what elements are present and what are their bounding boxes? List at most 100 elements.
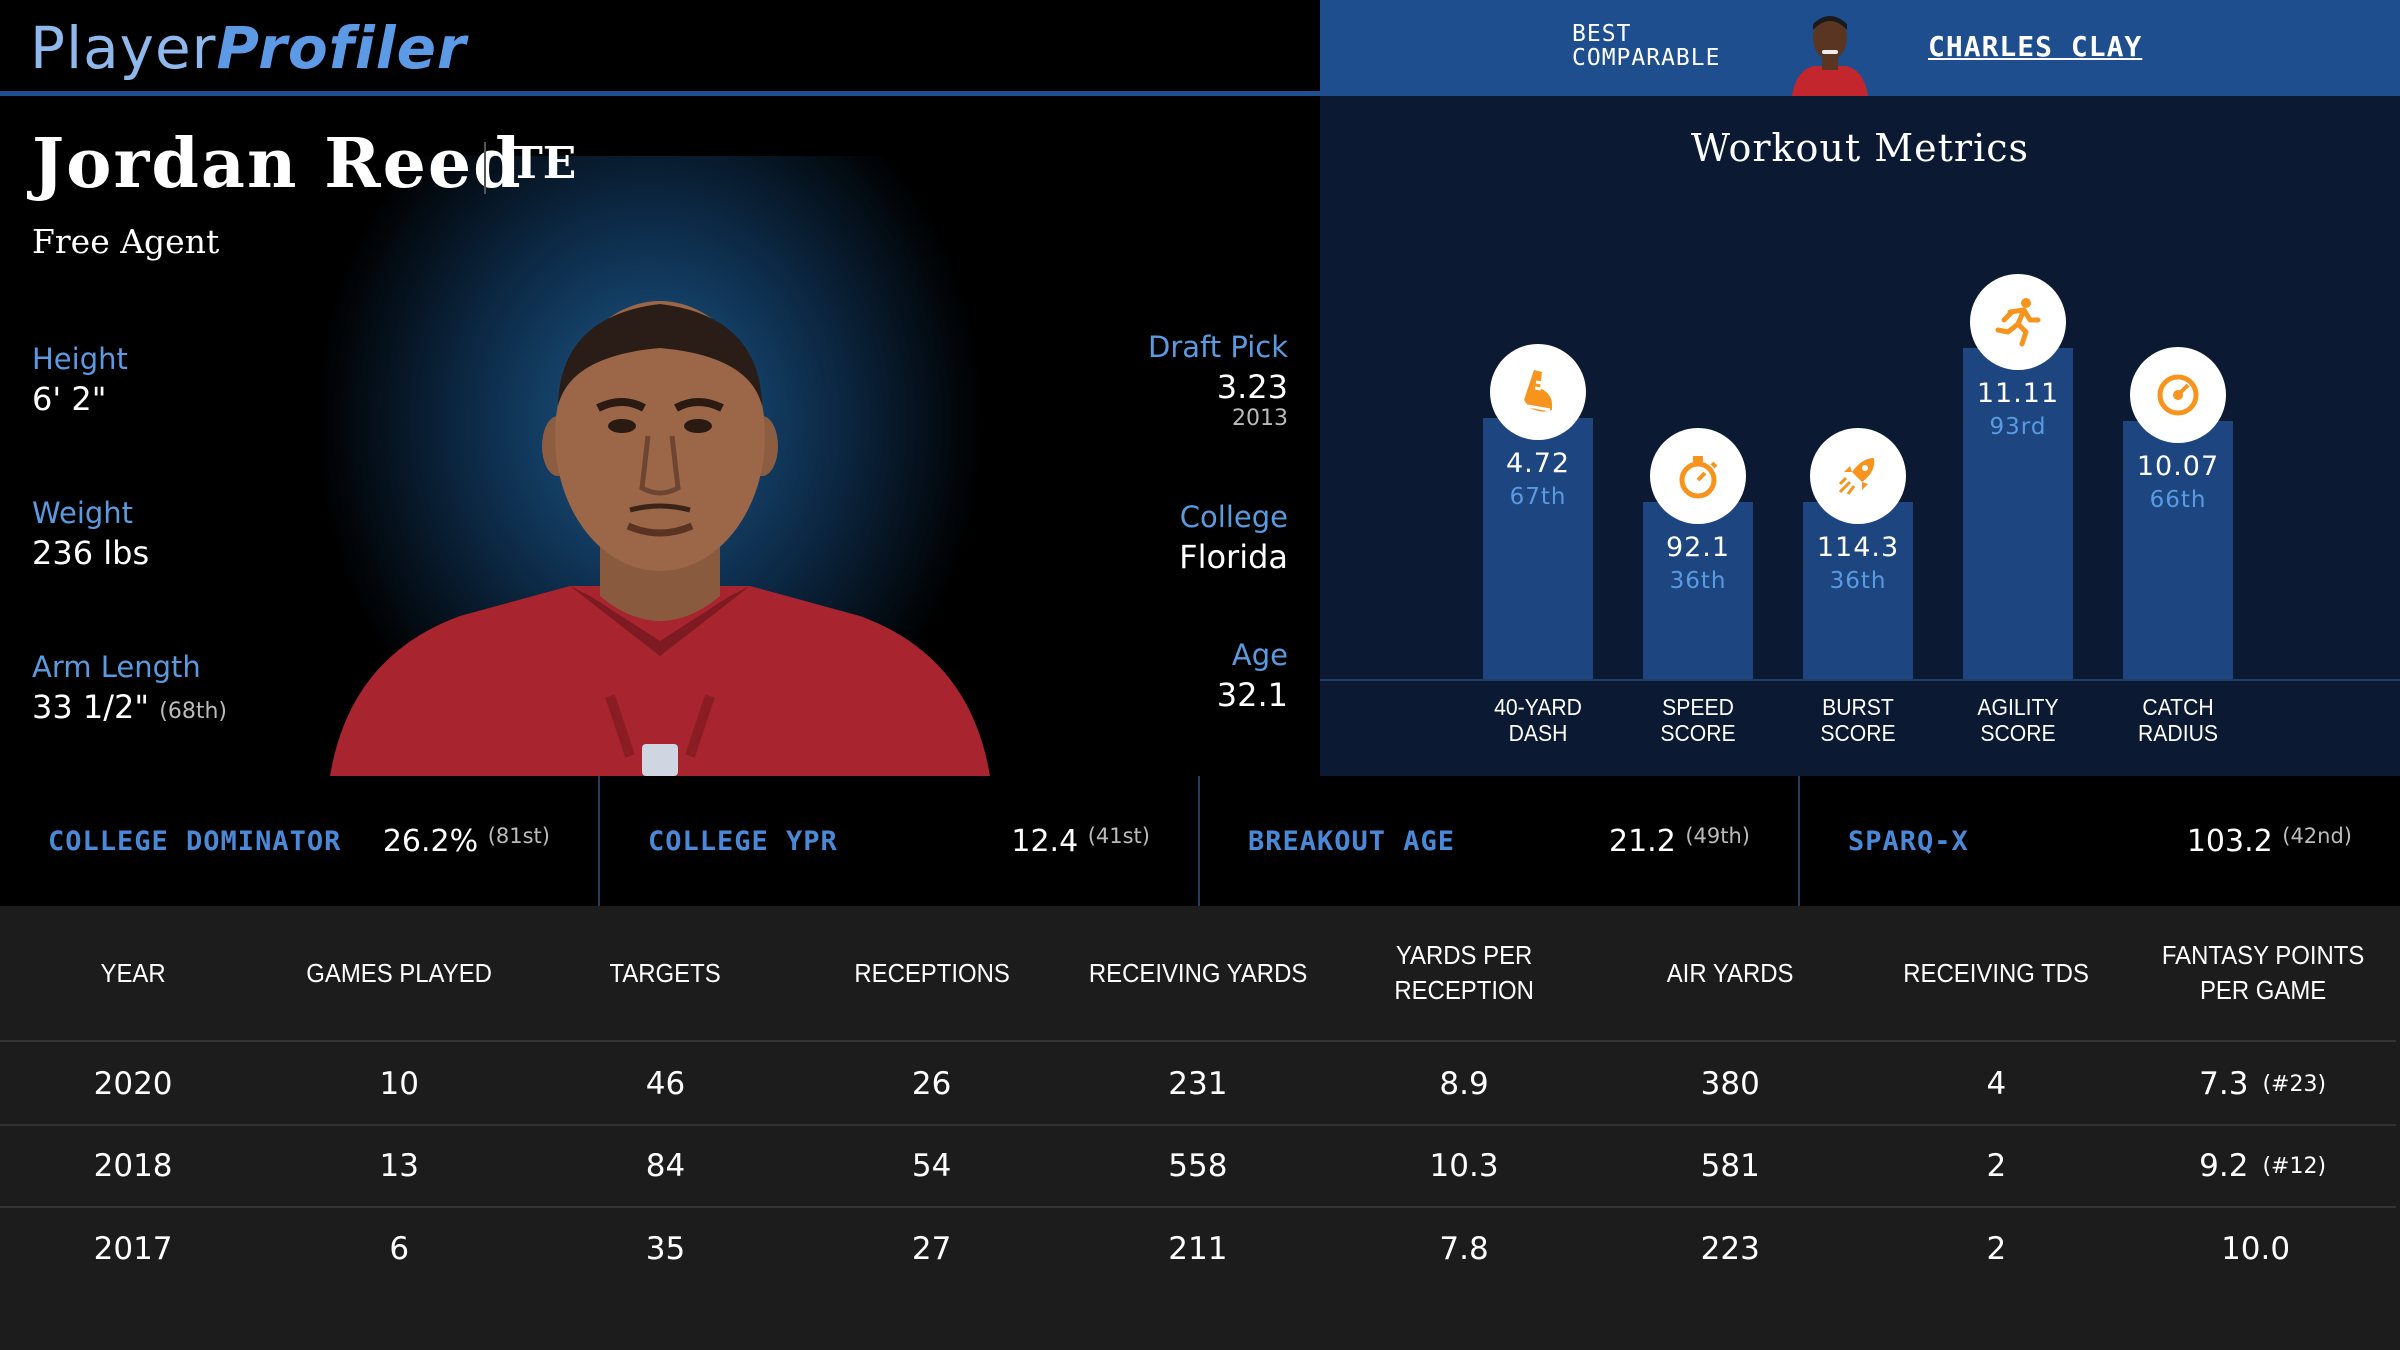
player-profile-panel: Jordan Reed TE Free Agent Height 6' 2" W… — [0, 96, 1320, 776]
cell-targets: 84 — [645, 1148, 686, 1184]
workout-value-burst-score: 114.3 — [1816, 531, 1900, 563]
workout-metrics-panel: Workout Metrics 4.72 92.1 114.3 11.11 10… — [1320, 96, 2400, 776]
draft-pick-value: 3.23 — [1216, 368, 1288, 406]
workout-label-catch-radius: CATCH RADIUS — [2138, 694, 2218, 746]
cell-year: 2018 — [93, 1148, 173, 1184]
table-row: 2020 10 46 26 231 8.9 380 4 7.3 (#23) — [0, 1044, 2396, 1126]
column-header-fantasy-points-per-game[interactable]: FANTASY POINTS PER GAME — [2161, 940, 2364, 1005]
header: PlayerProfiler BEST COMPARABLE CHARLES C… — [0, 0, 2400, 96]
workout-value-catch-radius: 10.07 — [2136, 450, 2220, 482]
height-value: 6' 2" — [32, 380, 107, 418]
metric-college-dominator: COLLEGE DOMINATOR 26.2% (81st) — [0, 776, 600, 906]
metric-percentile: (42nd) — [2282, 824, 2352, 848]
cell-receiving-yards: 211 — [1168, 1231, 1228, 1267]
cell-receiving-yards: 231 — [1168, 1066, 1228, 1102]
workout-value-40-yard-dash: 4.72 — [1505, 448, 1571, 480]
cell-yards-per-reception: 8.9 — [1439, 1066, 1489, 1102]
name-divider — [484, 142, 486, 194]
workout-percentile-agility-score: 93rd — [1989, 413, 2047, 440]
cell-games-played: 13 — [379, 1148, 419, 1184]
metric-value: 21.2 (49th) — [1609, 824, 1750, 859]
comparable-player-photo — [1784, 4, 1876, 96]
weight-label: Weight — [32, 496, 134, 530]
cell-air-yards: 223 — [1700, 1231, 1760, 1267]
season-stats-table: YEAR GAMES PLAYED TARGETS RECEPTIONS REC… — [0, 906, 2400, 1350]
metric-label: COLLEGE DOMINATOR — [48, 826, 342, 857]
column-header-year[interactable]: YEAR — [100, 957, 166, 988]
cell-yards-per-reception: 10.3 — [1429, 1148, 1499, 1184]
player-team: Free Agent — [32, 222, 220, 261]
metric-breakout-age: BREAKOUT AGE 21.2 (49th) — [1200, 776, 1800, 906]
draft-pick-stat: Draft Pick 3.23 2013 — [1148, 330, 1288, 431]
fantasy-rank: (#23) — [2262, 1071, 2327, 1097]
cell-games-played: 10 — [379, 1066, 419, 1102]
workout-bar-burst-score — [1803, 501, 1913, 679]
cell-air-yards: 581 — [1700, 1148, 1760, 1184]
table-row: 2018 13 84 54 558 10.3 581 2 9.2 (#12) — [0, 1126, 2396, 1208]
best-comparable-label-line2: COMPARABLE — [1572, 45, 1721, 71]
metric-value: 12.4 (41st) — [1011, 824, 1150, 859]
arm-length-label: Arm Length — [32, 650, 201, 684]
weight-value: 236 lbs — [32, 534, 150, 572]
metric-label: SPARQ-X — [1848, 826, 1969, 857]
cell-air-yards: 380 — [1700, 1066, 1760, 1102]
metric-percentile: (41st) — [1087, 824, 1150, 848]
player-photo — [330, 296, 990, 776]
age-stat: Age 32.1 — [1217, 638, 1288, 714]
workout-metrics-title: Workout Metrics — [1690, 126, 2030, 170]
workout-label-40-yard-dash: 40-YARD DASH — [1494, 694, 1582, 746]
cell-receiving-tds: 4 — [1986, 1066, 2007, 1102]
cell-receiving-tds: 2 — [1986, 1231, 2007, 1267]
best-comparable-label-line1: BEST — [1572, 21, 1632, 47]
height-stat: Height 6' 2" — [32, 342, 128, 418]
cell-receiving-tds: 2 — [1986, 1148, 2007, 1184]
shoe-icon — [1490, 344, 1586, 441]
column-header-receiving-yards[interactable]: RECEIVING YARDS — [1088, 957, 1308, 988]
player-position: TE — [510, 138, 577, 189]
comparable-player-link[interactable]: CHARLES CLAY — [1928, 30, 2143, 63]
fantasy-rank: (#12) — [2262, 1153, 2327, 1179]
cell-yards-per-reception: 7.8 — [1439, 1231, 1489, 1267]
arm-length-stat: Arm Length 33 1/2" (68th) — [32, 650, 227, 726]
college-stat: College Florida — [1179, 500, 1288, 576]
cell-receptions: 27 — [911, 1231, 952, 1267]
cell-year: 2020 — [93, 1066, 173, 1102]
column-header-air-yards[interactable]: AIR YARDS — [1666, 957, 1794, 988]
cell-receptions: 26 — [911, 1066, 952, 1102]
column-header-receiving-tds[interactable]: RECEIVING TDS — [1903, 957, 2090, 988]
age-label: Age — [1231, 638, 1288, 672]
column-header-receptions[interactable]: RECEPTIONS — [853, 957, 1010, 988]
column-header-games-played[interactable]: GAMES PLAYED — [306, 957, 493, 988]
site-logo[interactable]: PlayerProfiler — [30, 14, 467, 82]
workout-percentile-speed-score: 36th — [1669, 567, 1727, 594]
workout-bar-agility-score — [1963, 347, 2073, 679]
cell-year: 2017 — [93, 1231, 173, 1267]
table-row: 2017 6 35 27 211 7.8 223 2 10.0 — [0, 1208, 2396, 1290]
stopwatch-icon — [1650, 427, 1746, 524]
height-label: Height — [32, 342, 128, 376]
draft-year: 2013 — [1232, 406, 1288, 431]
rocket-icon — [1810, 427, 1906, 524]
workout-percentile-catch-radius: 66th — [2149, 486, 2207, 513]
cell-fantasy-points: 9.2 (#12) — [2199, 1148, 2327, 1184]
best-comparable-label: BEST COMPARABLE — [1572, 22, 1720, 70]
cell-fantasy-points: 10.0 — [2221, 1231, 2291, 1267]
metric-label: BREAKOUT AGE — [1248, 826, 1456, 857]
cell-targets: 35 — [645, 1231, 686, 1267]
college-label: College — [1179, 500, 1288, 534]
metric-percentile: (81st) — [487, 824, 550, 848]
cell-receptions: 54 — [911, 1148, 952, 1184]
arm-length-value: 33 1/2" (68th) — [32, 688, 228, 726]
workout-label-speed-score: SPEED SCORE — [1660, 694, 1736, 746]
column-header-yards-per-reception[interactable]: YARDS PER RECEPTION — [1394, 940, 1534, 1005]
college-value: Florida — [1179, 538, 1288, 576]
column-header-targets[interactable]: TARGETS — [609, 957, 722, 988]
metric-value: 103.2 (42nd) — [2186, 824, 2352, 859]
player-name: Jordan Reed — [32, 124, 523, 204]
college-metrics-row: COLLEGE DOMINATOR 26.2% (81st) COLLEGE Y… — [0, 776, 2400, 906]
best-comparable-bar: BEST COMPARABLE CHARLES CLAY — [1320, 0, 2400, 96]
cell-targets: 46 — [645, 1066, 686, 1102]
metric-label: COLLEGE YPR — [648, 826, 838, 857]
age-value: 32.1 — [1216, 676, 1288, 714]
metric-sparq-x: SPARQ-X 103.2 (42nd) — [1800, 776, 2400, 906]
